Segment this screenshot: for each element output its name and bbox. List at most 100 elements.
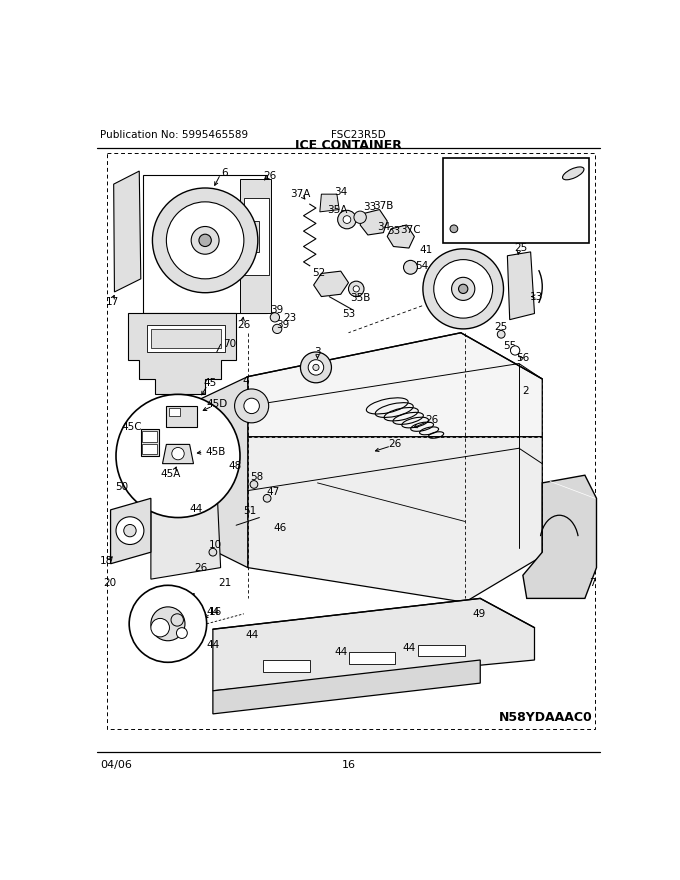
Text: 23: 23 bbox=[284, 313, 297, 323]
Text: 15: 15 bbox=[150, 646, 163, 656]
Polygon shape bbox=[240, 179, 271, 313]
Text: 44: 44 bbox=[206, 640, 220, 649]
Circle shape bbox=[116, 394, 240, 517]
Text: 45: 45 bbox=[204, 378, 217, 388]
Circle shape bbox=[124, 524, 136, 537]
Polygon shape bbox=[248, 333, 542, 436]
Polygon shape bbox=[141, 429, 158, 456]
Text: 51: 51 bbox=[243, 506, 257, 517]
Bar bbox=[348, 652, 395, 664]
Circle shape bbox=[308, 360, 324, 375]
Polygon shape bbox=[507, 252, 534, 319]
Text: 21: 21 bbox=[218, 578, 231, 588]
Text: 16: 16 bbox=[209, 607, 222, 617]
Bar bbox=[263, 660, 310, 671]
Circle shape bbox=[209, 548, 217, 556]
Circle shape bbox=[313, 364, 319, 370]
Text: N58YDAAAC0: N58YDAAAC0 bbox=[499, 711, 593, 724]
Text: 26: 26 bbox=[237, 320, 250, 330]
Text: 44: 44 bbox=[206, 607, 220, 617]
Text: 10: 10 bbox=[209, 539, 222, 549]
Polygon shape bbox=[248, 436, 542, 602]
Circle shape bbox=[129, 585, 207, 663]
Circle shape bbox=[450, 225, 458, 232]
Polygon shape bbox=[186, 377, 248, 568]
Text: 48: 48 bbox=[228, 461, 241, 471]
Text: 39: 39 bbox=[271, 305, 284, 315]
Text: 54: 54 bbox=[415, 260, 429, 271]
Bar bbox=[147, 325, 224, 352]
Circle shape bbox=[452, 277, 475, 300]
Text: Publication No: 5995465589: Publication No: 5995465589 bbox=[101, 130, 249, 140]
Text: 26: 26 bbox=[388, 439, 402, 450]
Circle shape bbox=[191, 226, 219, 254]
Circle shape bbox=[511, 346, 520, 355]
Circle shape bbox=[458, 284, 468, 294]
Text: 55: 55 bbox=[503, 341, 516, 351]
Text: 2: 2 bbox=[522, 385, 528, 395]
Bar bbox=[107, 153, 595, 730]
Polygon shape bbox=[313, 271, 348, 297]
Text: 04/06: 04/06 bbox=[101, 760, 133, 771]
Text: 25: 25 bbox=[514, 243, 527, 253]
Bar bbox=[443, 158, 589, 243]
Text: 47: 47 bbox=[267, 488, 280, 497]
Polygon shape bbox=[143, 175, 267, 313]
Text: 13: 13 bbox=[530, 291, 543, 302]
Circle shape bbox=[171, 614, 184, 627]
Text: 41: 41 bbox=[420, 246, 432, 255]
Circle shape bbox=[343, 216, 351, 224]
Text: 26: 26 bbox=[263, 172, 276, 181]
Polygon shape bbox=[213, 660, 480, 714]
Circle shape bbox=[152, 188, 258, 293]
Text: 44: 44 bbox=[183, 593, 197, 604]
Text: ICE CONTAINER: ICE CONTAINER bbox=[295, 139, 402, 152]
Text: 50: 50 bbox=[115, 481, 128, 492]
Text: 26: 26 bbox=[425, 414, 438, 425]
Text: 70: 70 bbox=[223, 340, 236, 349]
Text: 35B: 35B bbox=[350, 293, 371, 303]
Circle shape bbox=[348, 281, 364, 297]
Polygon shape bbox=[320, 194, 339, 212]
Polygon shape bbox=[213, 598, 534, 691]
Text: 37B: 37B bbox=[373, 201, 394, 210]
Text: 45A: 45A bbox=[160, 469, 180, 479]
Text: 4: 4 bbox=[243, 377, 250, 386]
Polygon shape bbox=[114, 171, 141, 292]
Text: 44: 44 bbox=[334, 648, 347, 657]
Bar bbox=[142, 444, 157, 454]
Text: 52: 52 bbox=[312, 268, 326, 278]
Ellipse shape bbox=[562, 167, 584, 180]
Text: 37C: 37C bbox=[401, 225, 421, 235]
Bar bbox=[167, 406, 197, 428]
Circle shape bbox=[403, 260, 418, 275]
Text: 17: 17 bbox=[105, 297, 119, 307]
Text: 56: 56 bbox=[516, 353, 530, 363]
Circle shape bbox=[151, 607, 185, 641]
Circle shape bbox=[301, 352, 331, 383]
Circle shape bbox=[244, 398, 259, 414]
Text: 25: 25 bbox=[494, 322, 508, 333]
Text: 20: 20 bbox=[103, 578, 116, 588]
Polygon shape bbox=[387, 225, 414, 248]
Circle shape bbox=[167, 202, 244, 279]
Text: 44: 44 bbox=[245, 630, 258, 641]
Text: 45C: 45C bbox=[121, 422, 142, 432]
Polygon shape bbox=[244, 198, 269, 275]
Text: 16: 16 bbox=[341, 760, 356, 771]
Circle shape bbox=[199, 234, 211, 246]
Polygon shape bbox=[523, 475, 596, 598]
Polygon shape bbox=[360, 209, 387, 235]
Text: 18: 18 bbox=[100, 556, 114, 567]
Bar bbox=[169, 408, 180, 416]
Text: FSC23R5D: FSC23R5D bbox=[331, 130, 386, 140]
Text: 35A: 35A bbox=[326, 204, 347, 215]
Bar bbox=[142, 430, 157, 442]
Polygon shape bbox=[128, 313, 236, 394]
Text: 34: 34 bbox=[377, 223, 390, 232]
Text: 7: 7 bbox=[590, 578, 596, 588]
Text: 58: 58 bbox=[250, 472, 264, 481]
Circle shape bbox=[273, 325, 282, 334]
Text: 3: 3 bbox=[314, 347, 321, 357]
Text: 22: 22 bbox=[456, 164, 470, 173]
